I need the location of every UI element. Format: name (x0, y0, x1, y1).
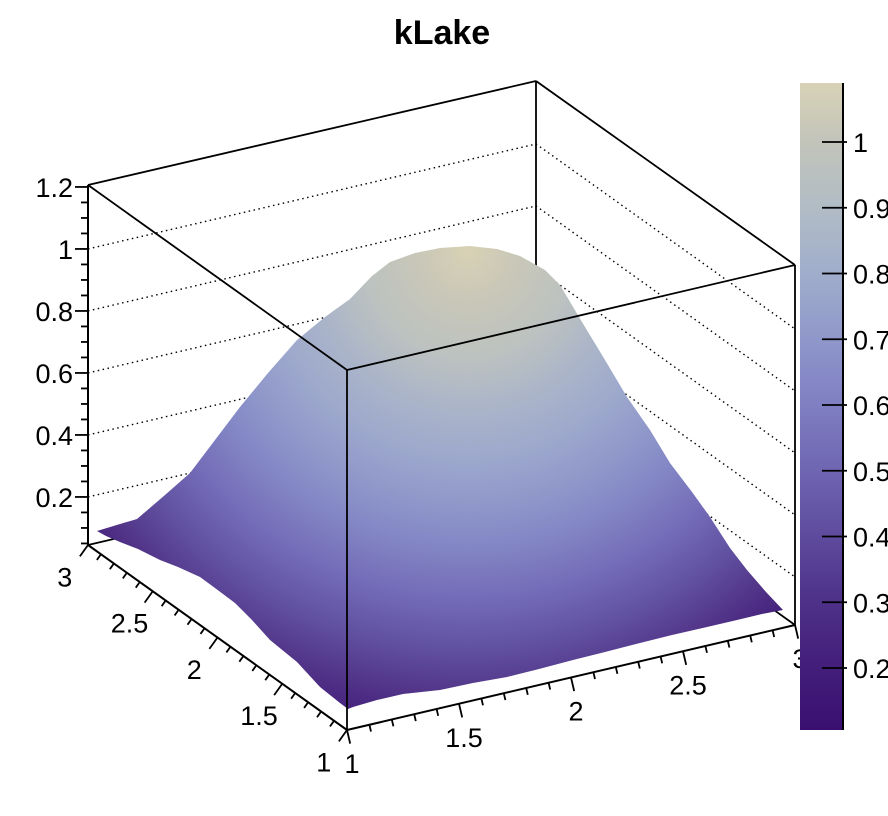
axis-tick (525, 687, 529, 696)
axis-tick (264, 673, 271, 681)
axis-tick (413, 714, 417, 722)
axis-tick-label: 0.2 (35, 483, 73, 513)
axis-tick (570, 677, 576, 692)
axis-tick (726, 640, 731, 648)
palette-tick-label: 0.8 (853, 260, 888, 290)
axis-tick (143, 590, 154, 604)
axis-tick (614, 666, 619, 675)
axis-tick-label: 1 (316, 747, 331, 777)
palette-tick-label: 0.4 (853, 523, 888, 553)
axis-tick-label: 2.5 (111, 609, 149, 639)
axis-tick (79, 544, 89, 557)
axis-tick-label: 2 (187, 655, 202, 685)
frame-edge (87, 184, 348, 371)
palette-color-bar (800, 83, 843, 730)
axis-tick (109, 562, 115, 570)
axis-tick-label: 1 (344, 749, 359, 779)
frame-edge (535, 80, 796, 266)
axis-tick (390, 719, 395, 727)
axis-tick (186, 618, 193, 626)
plot-title: kLake (394, 14, 490, 52)
axis-tick (273, 683, 283, 696)
palette-tick-label: 0.6 (853, 391, 888, 421)
axis-tick (704, 645, 708, 654)
axis-tick (96, 553, 102, 561)
axis-tick (135, 581, 141, 589)
axis-tick (346, 729, 352, 744)
axis-tick-label: 1.2 (35, 173, 73, 203)
palette-tick-label: 0.3 (853, 588, 888, 618)
axis-tick (502, 693, 507, 701)
palette-tick-label: 0.2 (853, 654, 888, 684)
palette-axis: 1 0.9 0.8 0.7 0.6 0.5 0.4 0.3 0.2 (822, 83, 888, 730)
axis-tick (338, 729, 348, 742)
axis-tick (160, 599, 167, 607)
axis-tick (225, 646, 232, 653)
axis-tick (238, 655, 245, 663)
axis-tick-label: 3 (57, 562, 72, 592)
axis-tick (435, 708, 440, 717)
axis-tick-label: 2.5 (669, 670, 707, 700)
surface-dome (97, 246, 783, 709)
palette-tick-label: 0.9 (853, 194, 888, 224)
axis-tick-label: 0.4 (35, 421, 73, 451)
axis-tick (303, 701, 309, 709)
axis-tick (771, 630, 776, 638)
palette-tick-label: 0.7 (853, 325, 888, 355)
axis-tick (794, 624, 800, 639)
palette-tick-label: 1 (853, 128, 868, 158)
axis-tick-label: 0.6 (35, 359, 73, 389)
axis-tick-label: 1 (58, 235, 73, 265)
axis-tick (290, 692, 296, 700)
axis-tick (199, 627, 206, 635)
axis-tick (637, 661, 641, 669)
axis-tick-label: 1.5 (445, 723, 483, 753)
axis-tick (122, 572, 128, 579)
frame-front-edges (87, 184, 796, 730)
axis-tick (480, 698, 484, 706)
axis-tick (329, 720, 335, 727)
axis-tick (659, 656, 664, 664)
frame-edge (346, 264, 796, 371)
axis-tick (208, 636, 219, 650)
axis-tick (173, 609, 180, 616)
axis-tick (368, 724, 372, 732)
frame-edge (87, 80, 537, 186)
axis-tick-label: 2 (568, 697, 583, 727)
axis-tick-label: 0.8 (35, 297, 73, 327)
axis-tick (316, 710, 322, 718)
palette-tick-label: 0.5 (853, 457, 888, 487)
axis-tick (682, 651, 688, 666)
axis-tick (547, 682, 552, 690)
axis-tick (458, 703, 464, 718)
axis-tick-label: 1.5 (240, 701, 278, 731)
axis-tick (592, 672, 596, 680)
axis-tick (749, 635, 753, 643)
axis-tick (251, 664, 258, 672)
